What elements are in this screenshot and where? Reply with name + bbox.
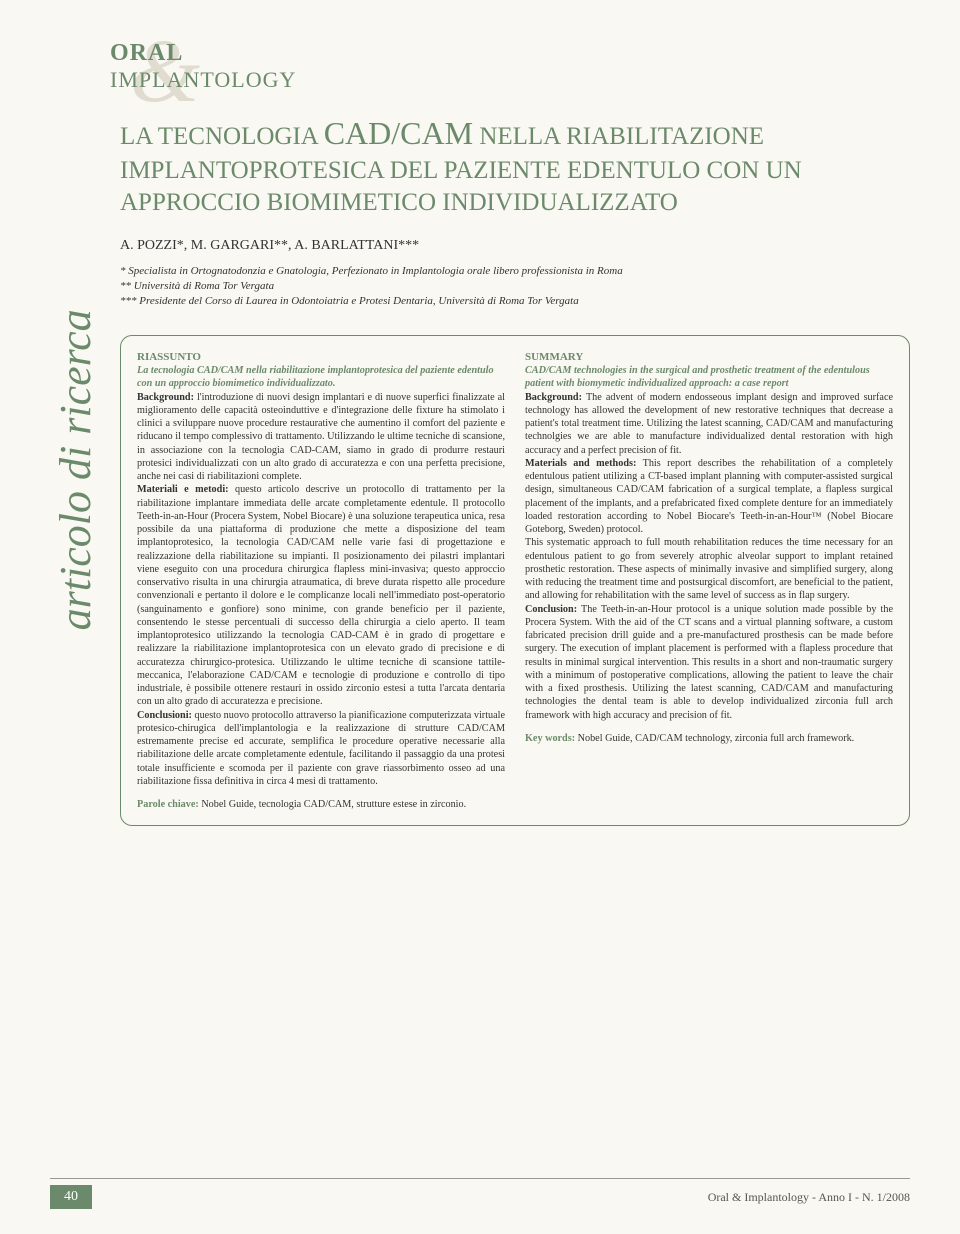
affiliation-3: *** Presidente del Corso di Laurea in Od…: [120, 294, 910, 309]
article-title: LA TECNOLOGIA CAD/CAM NELLA RIABILITAZIO…: [120, 113, 910, 220]
abstract-english: SUMMARY CAD/CAM technologies in the surg…: [525, 350, 893, 812]
page-footer: 40 Oral & Implantology - Anno I - N. 1/2…: [50, 1178, 910, 1209]
authors: A. POZZI*, M. GARGARI**, A. BARLATTANI**…: [120, 238, 910, 254]
affiliation-2: ** Università di Roma Tor Vergata: [120, 279, 910, 294]
summary-body: Background: The advent of modern endosse…: [525, 391, 893, 722]
section-side-label: articolo di ricerca: [50, 113, 105, 826]
summary-heading: SUMMARY: [525, 350, 893, 364]
riassunto-subtitle: La tecnologia CAD/CAM nella riabilitazio…: [137, 364, 505, 391]
riassunto-body: Background: l'introduzione di nuovi desi…: [137, 391, 505, 789]
title-pre: LA TECNOLOGIA: [120, 123, 324, 150]
riassunto-heading: RIASSUNTO: [137, 350, 505, 364]
key-words-label: Key words:: [525, 733, 575, 744]
summary-subtitle: CAD/CAM technologies in the surgical and…: [525, 364, 893, 391]
journal-name-line1: ORAL: [110, 40, 910, 67]
key-words-text: Nobel Guide, CAD/CAM technology, zirconi…: [575, 733, 854, 744]
title-big: CAD/CAM: [324, 115, 473, 151]
journal-name-line2: IMPLANTOLOGY: [110, 67, 910, 93]
parole-chiave: Parole chiave: Nobel Guide, tecnologia C…: [137, 798, 505, 811]
affiliations: * Specialista in Ortognatodonzia e Gnato…: [120, 264, 910, 310]
key-words: Key words: Nobel Guide, CAD/CAM technolo…: [525, 732, 893, 745]
parole-chiave-text: Nobel Guide, tecnologia CAD/CAM, struttu…: [199, 799, 466, 810]
abstract-italian: RIASSUNTO La tecnologia CAD/CAM nella ri…: [137, 350, 505, 812]
affiliation-1: * Specialista in Ortognatodonzia e Gnato…: [120, 264, 910, 279]
journal-header: ORAL IMPLANTOLOGY: [110, 40, 910, 93]
page-number: 40: [50, 1185, 92, 1209]
footer-citation: Oral & Implantology - Anno I - N. 1/2008: [708, 1190, 910, 1205]
abstract-box: RIASSUNTO La tecnologia CAD/CAM nella ri…: [120, 335, 910, 827]
journal-page: & ORAL IMPLANTOLOGY articolo di ricerca …: [0, 0, 960, 1234]
parole-chiave-label: Parole chiave:: [137, 799, 199, 810]
